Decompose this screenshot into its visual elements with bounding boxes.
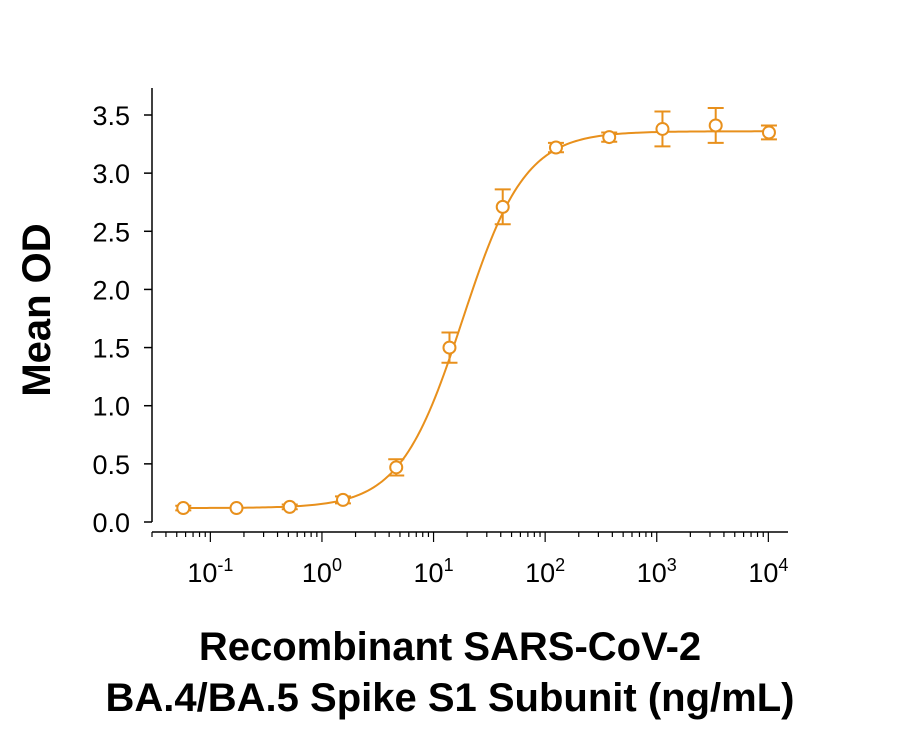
data-marker — [548, 140, 563, 155]
data-point — [494, 188, 511, 226]
y-axis: 0.0 0.5 1.0 1.5 2.0 2.5 3.0 3.5 — [92, 88, 153, 538]
data-marker — [335, 492, 350, 507]
data-marker — [495, 199, 510, 214]
fit-curve-layer — [183, 130, 769, 509]
data-marker — [708, 118, 723, 133]
x-tick-base: 10 — [637, 558, 667, 588]
x-tick-label: 10-1 — [187, 555, 233, 588]
x-tick-exponent: 2 — [555, 555, 565, 575]
x-tick-exponent: 1 — [444, 555, 454, 575]
data-marker — [655, 121, 670, 136]
x-tick-exponent: 0 — [332, 555, 342, 575]
x-tick-base: 10 — [748, 558, 778, 588]
x-tick-label: 102 — [525, 555, 565, 588]
data-marker — [282, 499, 297, 514]
x-tick-exponent: -1 — [217, 555, 233, 575]
x-axis: 10-1 100 101 102 103 104 — [151, 531, 788, 588]
data-points — [175, 107, 777, 516]
x-tick-base: 10 — [302, 558, 332, 588]
x-tick-exponent: 4 — [778, 555, 788, 575]
data-point — [175, 501, 192, 516]
y-tick-label: 2.5 — [92, 217, 130, 247]
x-axis-label-line2: BA.4/BA.5 Spike S1 Subunit (ng/mL) — [105, 676, 795, 720]
data-marker — [389, 460, 404, 475]
x-tick-base: 10 — [525, 558, 555, 588]
x-tick-label: 103 — [637, 555, 677, 588]
data-point — [229, 501, 244, 516]
data-marker — [761, 125, 776, 140]
data-point — [388, 458, 405, 477]
y-tick-label: 3.5 — [92, 101, 130, 131]
data-point — [707, 107, 724, 144]
data-point — [654, 110, 671, 148]
y-axis-label: Mean OD — [15, 223, 59, 396]
y-tick-label: 0.5 — [92, 450, 130, 480]
data-point — [441, 331, 458, 364]
x-tick-base: 10 — [414, 558, 444, 588]
x-tick-exponent: 3 — [667, 555, 677, 575]
data-marker — [176, 501, 191, 516]
x-axis-label-line1: Recombinant SARS-CoV-2 — [198, 625, 702, 669]
data-marker — [442, 340, 457, 355]
data-marker — [602, 130, 617, 145]
x-tick-base: 10 — [187, 558, 217, 588]
data-point — [760, 124, 777, 141]
x-tick-label: 100 — [302, 555, 342, 588]
y-tick-label: 2.0 — [92, 275, 130, 305]
y-tick-label: 3.0 — [92, 159, 130, 189]
data-point — [547, 140, 564, 155]
fit-curve — [183, 130, 769, 509]
y-tick-label: 1.5 — [92, 334, 130, 364]
data-point — [281, 499, 298, 514]
y-tick-label: 0.0 — [92, 508, 130, 538]
data-point — [334, 492, 351, 507]
data-point — [601, 130, 618, 145]
y-tick-label: 1.0 — [92, 392, 130, 422]
x-tick-label: 101 — [414, 555, 454, 588]
data-marker — [229, 501, 244, 516]
x-tick-label: 104 — [748, 555, 788, 588]
